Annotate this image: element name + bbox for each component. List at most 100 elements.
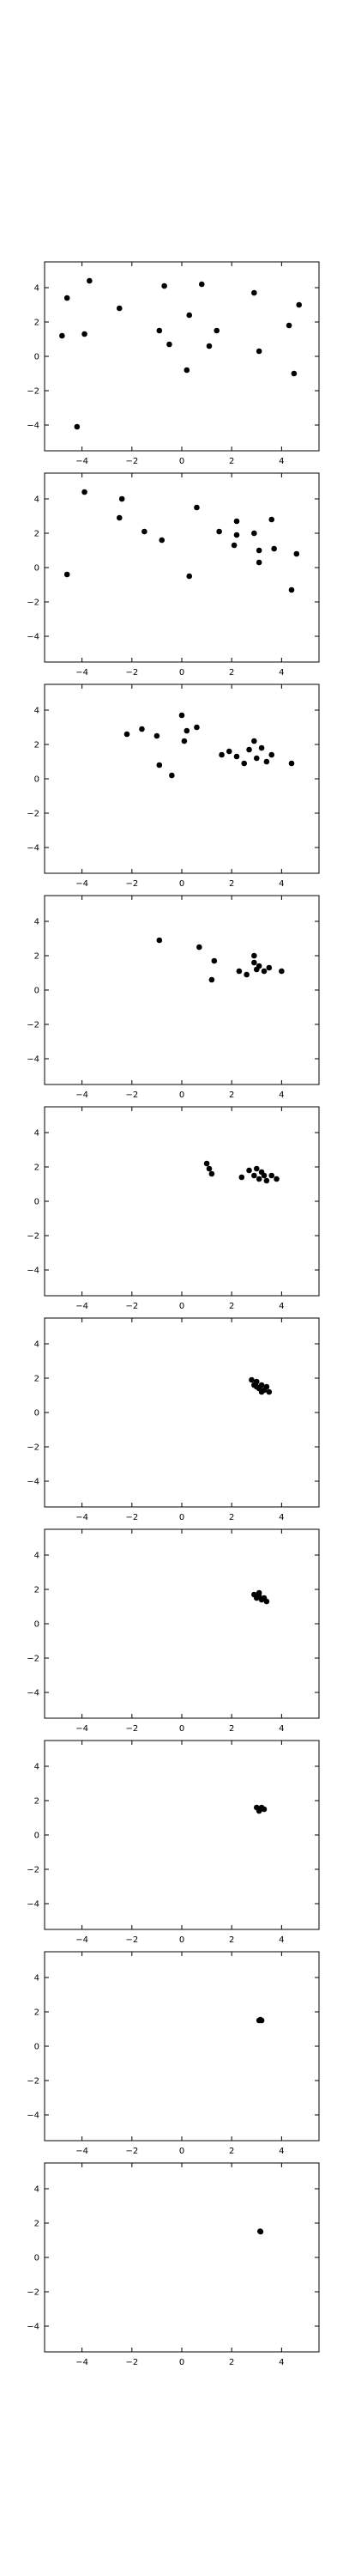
data-point [186,312,193,319]
data-point [279,968,285,975]
panel-8: −4 −2 0 2 4 4 2 0 −2 −4 [27,1740,320,1945]
contour-line [45,1760,318,1910]
contour-line [45,1952,319,2141]
contour-line [45,1741,319,1910]
contour-line [58,1771,317,1902]
y-tick-label: 4 [34,2185,39,2195]
contour-line [45,1759,319,1929]
contour-line [45,1107,319,1296]
contour-line [45,1952,319,2141]
contour-line [45,262,319,451]
y-tick-label: 2 [34,2220,39,2229]
contour-background [45,1318,319,1507]
x-tick-label: 2 [229,1724,234,1734]
y-tick-label: 4 [34,284,39,294]
x-tick-label: 2 [229,2147,234,2156]
contour-line [45,1952,319,2141]
contour-line [63,1358,226,1469]
data-point [261,1172,268,1179]
contour-line [45,1318,319,1487]
x-tick-label: −2 [125,1513,138,1522]
x-tick-label: −2 [125,1091,138,1100]
contour-line [45,2181,319,2352]
data-point [211,957,218,964]
contour-line [45,1741,319,1929]
contour-line [45,2163,319,2352]
data-point [63,571,70,578]
contour-line [45,1338,318,1487]
contour-line [45,2163,319,2352]
data-point [184,367,190,374]
x-tick-label: 4 [279,1302,284,1311]
contour-line [45,2163,319,2352]
y-tick-label: 2 [34,741,39,750]
contour-line [45,491,319,662]
data-point [253,1165,260,1172]
contour-line [58,1349,317,1479]
contour-line [53,1767,319,1905]
x-tick-label: −2 [125,1935,138,1945]
contour-line [45,708,316,852]
y-tick-label: −2 [27,1232,39,1242]
contour-line [45,1970,319,2141]
data-point [263,1383,270,1390]
y-tick-label: 4 [34,918,39,927]
x-tick-label: 0 [179,879,184,889]
x-tick-label: −4 [75,1724,88,1734]
data-point [159,537,165,544]
contour-line [45,1107,319,1296]
contour-line [53,922,319,1060]
contour-line [45,2163,319,2332]
contour-background [45,1952,319,2141]
data-point [258,1388,265,1395]
y-tick-label: −4 [27,1478,39,1487]
x-tick-label: 4 [279,2358,284,2367]
contour-line [45,473,319,662]
contour-line [45,914,319,1084]
plot-frame [44,261,320,452]
y-tick-label: 0 [34,564,39,574]
contour-line [58,1138,317,1268]
contour-line [45,262,319,451]
y-tick-label: −2 [27,387,39,397]
x-tick-label: −4 [75,2147,88,2156]
data-point [236,968,243,975]
contour-line [45,1529,319,1718]
data-point [253,1383,260,1390]
contour-line [45,1549,318,1698]
y-tick-label: −2 [27,2077,39,2087]
contour-line [45,1764,316,1908]
x-tick-label: −2 [125,879,138,889]
x-tick-label: 2 [229,1513,234,1522]
panel-7: −4 −2 0 2 4 4 2 0 −2 −4 [27,1528,320,1734]
data-point [251,289,257,296]
y-tick-label: 0 [34,353,39,362]
data-point [251,952,257,959]
data-point [166,341,172,348]
contour-line [52,294,304,420]
data-point [208,976,215,983]
contour-line [45,1555,312,1694]
data-point [253,755,260,762]
y-tick-label: 4 [34,1763,39,1772]
contour-line [45,710,312,849]
x-tick-label: 4 [279,668,284,677]
y-tick-label: −2 [27,1443,39,1453]
x-tick-label: −2 [125,668,138,677]
contour-line [45,1529,319,1718]
data-point [139,726,145,732]
panel-9: −4 −2 0 2 4 4 2 0 −2 −4 [27,1951,320,2156]
x-tick-label: −4 [75,1935,88,1945]
data-point [256,547,262,554]
contour-line [45,262,319,451]
contour-line [45,262,319,451]
plot-frame [44,1951,320,2142]
contour-line [45,1529,319,1718]
contour-line [50,497,319,640]
data-point [258,1382,265,1388]
contour-line [45,1952,319,2141]
x-tick-label: 2 [229,879,234,889]
y-tick-label: −4 [27,1900,39,1910]
contour-line [45,262,319,431]
contour-line [45,1547,319,1718]
